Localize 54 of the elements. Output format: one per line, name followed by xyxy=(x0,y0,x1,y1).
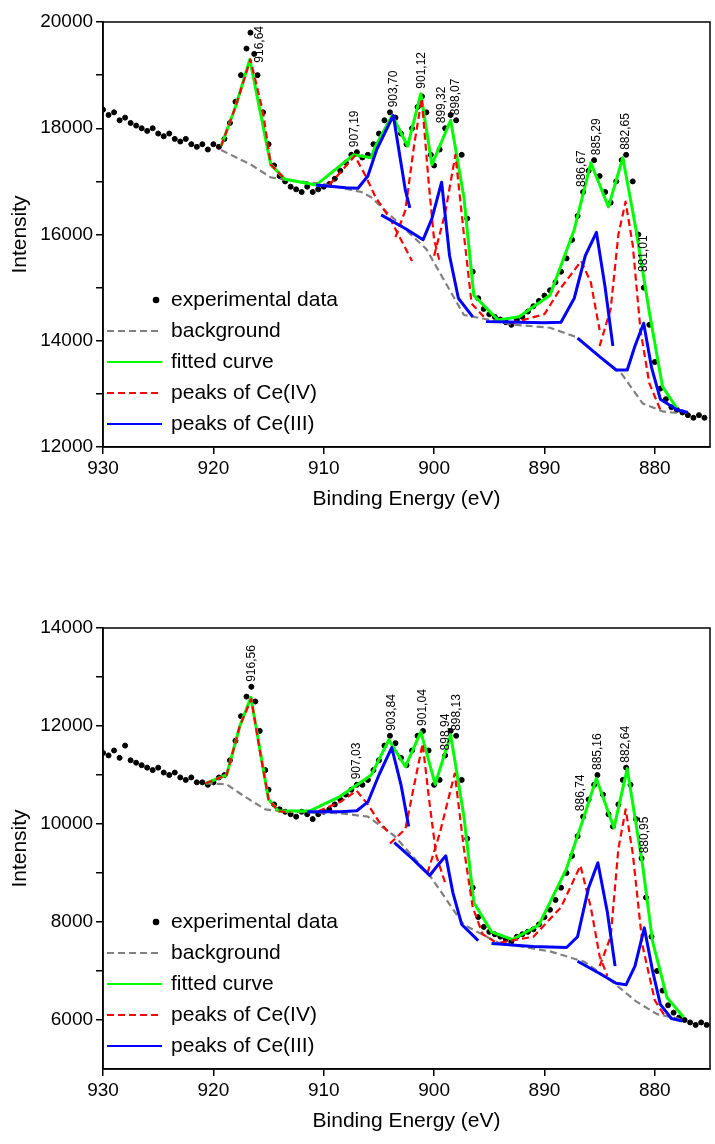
legend-label: background xyxy=(171,939,281,963)
y-tick-label: 16000 xyxy=(40,222,94,244)
y-tick-label: 18000 xyxy=(40,116,94,138)
y-axis-title: Intensity xyxy=(7,808,31,888)
annotation: 916,56 xyxy=(243,644,258,682)
x-tick-label: 910 xyxy=(307,1078,340,1100)
annotation: 881,01 xyxy=(635,234,650,272)
y-tick-label: 14000 xyxy=(40,328,94,350)
y-tick-label: 10000 xyxy=(40,812,94,834)
x-tick-label: 890 xyxy=(528,456,561,478)
annotation: 916,64 xyxy=(251,25,266,63)
x-tick-label: 900 xyxy=(418,456,450,478)
x-tick-label: 920 xyxy=(197,1078,230,1100)
legend-label: peaks of Ce(IV) xyxy=(171,379,317,403)
x-tick-label: 910 xyxy=(307,456,340,478)
legend-label: peaks of Ce(III) xyxy=(171,1032,315,1056)
x-tick-label: 880 xyxy=(638,1078,671,1100)
legend-label: experimental data xyxy=(171,908,339,932)
y-tick-label: 8000 xyxy=(50,910,94,932)
x-tick-label: 900 xyxy=(418,1078,450,1100)
x-axis-title: Binding Energy (eV) xyxy=(312,486,501,510)
legend-label: fitted curve xyxy=(171,970,274,994)
legend-label: experimental data xyxy=(171,286,339,310)
annotation: 886,67 xyxy=(573,149,588,187)
annotation: 903,70 xyxy=(385,70,400,108)
annotation: 907,03 xyxy=(348,742,363,780)
legend-label: peaks of Ce(IV) xyxy=(171,1001,317,1025)
y-tick-label: 12000 xyxy=(40,714,94,736)
x-tick-label: 930 xyxy=(87,1078,119,1100)
annotation: 898,07 xyxy=(447,78,462,116)
x-tick-label: 920 xyxy=(197,456,230,478)
y-axis-title: Intensity xyxy=(7,194,31,274)
annotation: 880,95 xyxy=(636,816,651,854)
annotation: 899,32 xyxy=(433,86,448,124)
annotation: 882,65 xyxy=(617,112,632,150)
annotation: 907,19 xyxy=(347,110,362,148)
legend-label: fitted curve xyxy=(171,348,274,372)
annotation: 901,04 xyxy=(414,688,429,726)
y-tick-label: 12000 xyxy=(40,435,94,457)
y-tick-label: 20000 xyxy=(40,10,94,32)
annotation: 903,84 xyxy=(384,693,399,731)
annotation: 901,12 xyxy=(414,51,429,89)
annotation: 885,29 xyxy=(588,118,603,156)
annotation: 882,64 xyxy=(618,725,632,763)
y-tick-label: 6000 xyxy=(50,1008,94,1030)
y-tick-label: 14000 xyxy=(40,616,94,638)
annotation: 886,74 xyxy=(572,774,587,812)
legend-label: background xyxy=(171,317,281,341)
x-tick-label: 880 xyxy=(638,456,671,478)
x-tick-label: 890 xyxy=(528,1078,561,1100)
legend-label: peaks of Ce(III) xyxy=(171,410,315,434)
annotation: 885,16 xyxy=(590,732,605,770)
x-axis-title: Binding Energy (eV) xyxy=(312,1108,501,1132)
x-tick-label: 930 xyxy=(87,456,119,478)
